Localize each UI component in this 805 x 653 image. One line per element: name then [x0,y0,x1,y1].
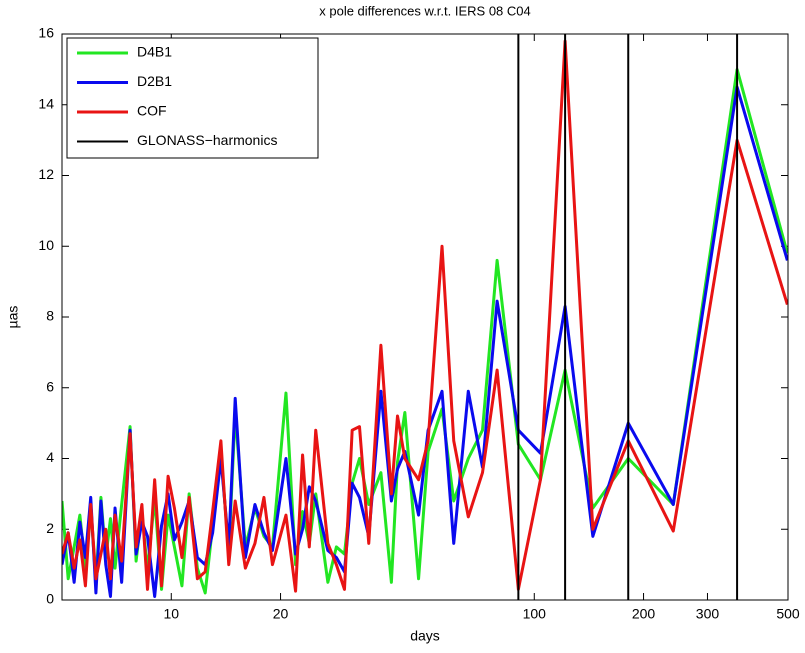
y-tick-label: 12 [38,166,54,182]
x-tick-label: 100 [523,606,547,622]
y-tick-label: 2 [46,520,54,536]
y-tick-label: 16 [38,25,54,41]
x-tick-label: 200 [632,606,656,622]
legend-box [66,37,319,159]
y-tick-label: 8 [46,308,54,324]
legend: D4B1 D2B1 COF GLONASS−harmonics [66,37,319,159]
plot-frame [61,33,789,601]
x-tick-label: 20 [273,606,289,622]
series-line [62,85,788,598]
y-axis-label: µas [5,306,21,329]
chart-title: x pole differences w.r.t. IERS 08 C04 [319,3,531,18]
legend-label: D4B1 [137,44,172,60]
legend-label: GLONASS−harmonics [137,132,277,148]
y-tick-label: 4 [46,449,54,465]
legend-label: D2B1 [137,73,172,89]
x-axis-label: days [410,628,440,644]
x-tick-label: 10 [163,606,179,622]
y-tick-label: 6 [46,378,54,394]
series-line [62,39,788,593]
y-tick-label: 0 [46,591,54,607]
y-tick-label: 10 [38,237,54,253]
x-tick-label: 300 [696,606,720,622]
x-tick-label: 500 [776,606,800,622]
legend-label: COF [137,103,167,119]
y-tick-label: 14 [38,95,54,111]
